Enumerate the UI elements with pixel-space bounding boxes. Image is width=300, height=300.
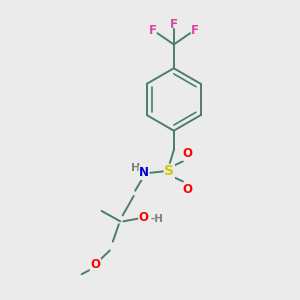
Text: S: S xyxy=(164,164,174,178)
Text: N: N xyxy=(139,167,149,179)
Text: O: O xyxy=(139,211,149,224)
Text: O: O xyxy=(182,183,192,196)
Text: F: F xyxy=(191,24,199,37)
Text: O: O xyxy=(182,147,192,160)
Text: O: O xyxy=(90,258,100,271)
Text: F: F xyxy=(149,24,157,37)
Text: -H: -H xyxy=(151,214,164,224)
Text: H: H xyxy=(131,163,140,172)
Text: F: F xyxy=(170,18,178,31)
